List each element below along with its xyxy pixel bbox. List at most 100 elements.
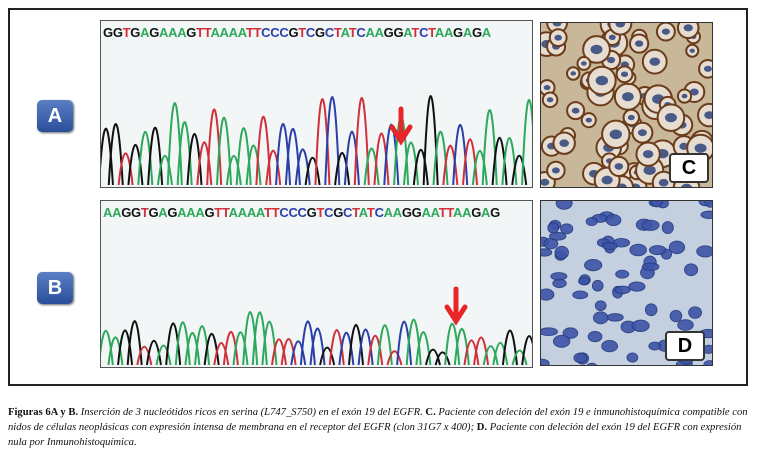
peak-A	[155, 344, 172, 366]
nucleus	[560, 223, 574, 235]
peak-T	[353, 96, 370, 186]
nucleus	[549, 231, 567, 241]
nucleus	[703, 65, 712, 72]
base-A: A	[103, 205, 113, 220]
caption-label-ab: Figuras 6A y B.	[8, 407, 79, 418]
nucleus	[541, 327, 558, 337]
base-C: C	[279, 205, 289, 220]
peak-T	[265, 149, 282, 186]
nucleus	[620, 71, 629, 78]
base-A: A	[186, 205, 196, 220]
nucleus	[541, 358, 550, 365]
nucleus	[643, 165, 656, 175]
nucleus	[650, 201, 664, 208]
nucleus	[684, 263, 699, 277]
peak-A	[194, 325, 211, 366]
mutation-arrow-icon	[444, 286, 468, 326]
base-A: A	[374, 25, 384, 40]
nucleus	[601, 241, 618, 250]
peak-T	[222, 330, 239, 366]
nucleus	[586, 362, 597, 365]
panel-label-c: C	[669, 153, 709, 183]
peak-G	[165, 322, 182, 366]
peak-G	[147, 126, 164, 186]
nucleus	[664, 112, 677, 123]
nucleus	[694, 143, 707, 153]
nucleus	[572, 290, 589, 300]
nucleus	[559, 139, 570, 147]
chromatogram-a: GGTGAGAAAGTTAAAATTCCCGTCGCTATCAAGGATCTAA…	[100, 20, 533, 188]
base-G: G	[333, 205, 343, 220]
nucleus	[641, 262, 660, 272]
nucleus	[584, 259, 603, 272]
peak-G	[107, 123, 124, 186]
figure-frame	[8, 8, 748, 386]
micrograph-c: C	[540, 22, 713, 188]
nucleus	[631, 319, 650, 332]
nucleus	[689, 88, 699, 96]
figure-caption: Figuras 6A y B. Inserción de 3 nucleótid…	[8, 405, 753, 450]
peak-T	[373, 132, 390, 186]
peak-A	[521, 98, 532, 186]
peak-A	[376, 324, 393, 366]
base-C: C	[324, 205, 334, 220]
base-A: A	[228, 25, 238, 40]
nucleus	[629, 243, 647, 257]
base-A: A	[237, 25, 246, 40]
peak-G	[347, 324, 364, 366]
base-T: T	[316, 205, 325, 220]
peak-C	[290, 340, 307, 366]
nucleus	[552, 278, 567, 289]
peak-T	[328, 329, 345, 366]
peak-T	[442, 144, 459, 186]
nucleus	[642, 150, 654, 159]
nucleus	[551, 167, 560, 174]
base-C: C	[305, 25, 315, 40]
base-A: A	[383, 205, 393, 220]
peak-G	[521, 335, 532, 366]
base-A: A	[392, 205, 402, 220]
peak-A	[101, 329, 114, 366]
base-C: C	[297, 205, 307, 220]
nucleus	[601, 340, 619, 353]
peak-T	[280, 338, 297, 366]
base-T: T	[348, 25, 357, 40]
base-T: T	[203, 25, 211, 40]
caption-text-ab: Inserción de 3 nucleótidos ricos en seri…	[78, 407, 426, 418]
peak-G	[127, 144, 144, 186]
base-A: A	[246, 205, 256, 220]
nucleus	[677, 319, 694, 331]
nucleus	[546, 97, 554, 103]
base-T: T	[253, 25, 262, 40]
peak-A	[137, 131, 154, 186]
nucleus	[606, 313, 624, 322]
panel-label-d: D	[665, 331, 705, 361]
base-G: G	[471, 25, 482, 40]
base-A: A	[177, 205, 187, 220]
nucleus	[581, 61, 587, 66]
caption-label-c: C.	[425, 407, 436, 418]
peak-T	[386, 350, 403, 366]
chromatogram-b: AAGGTGAGAAAGTTAAAATTCCCGTCGCTATCAAGGAATT…	[100, 200, 533, 368]
peak-A	[245, 144, 262, 186]
base-G: G	[315, 25, 325, 40]
peak-G	[434, 351, 451, 366]
nucleus	[614, 163, 624, 170]
base-C: C	[279, 25, 289, 40]
nucleus	[585, 117, 592, 123]
nucleus	[543, 84, 551, 91]
caption-text-c: Paciente con deleción del exón 19 e inmu…	[8, 407, 748, 433]
nucleus	[683, 24, 693, 32]
nucleus	[661, 28, 670, 35]
base-T: T	[366, 205, 375, 220]
nucleus	[590, 44, 603, 55]
base-A: A	[195, 205, 205, 220]
nucleus	[688, 306, 703, 319]
peak-T	[117, 152, 134, 186]
base-T: T	[438, 205, 447, 220]
nucleus	[668, 240, 686, 255]
base-G: G	[186, 25, 197, 40]
peak-A	[225, 154, 242, 186]
peak-C	[343, 130, 360, 186]
peak-G	[412, 148, 429, 186]
